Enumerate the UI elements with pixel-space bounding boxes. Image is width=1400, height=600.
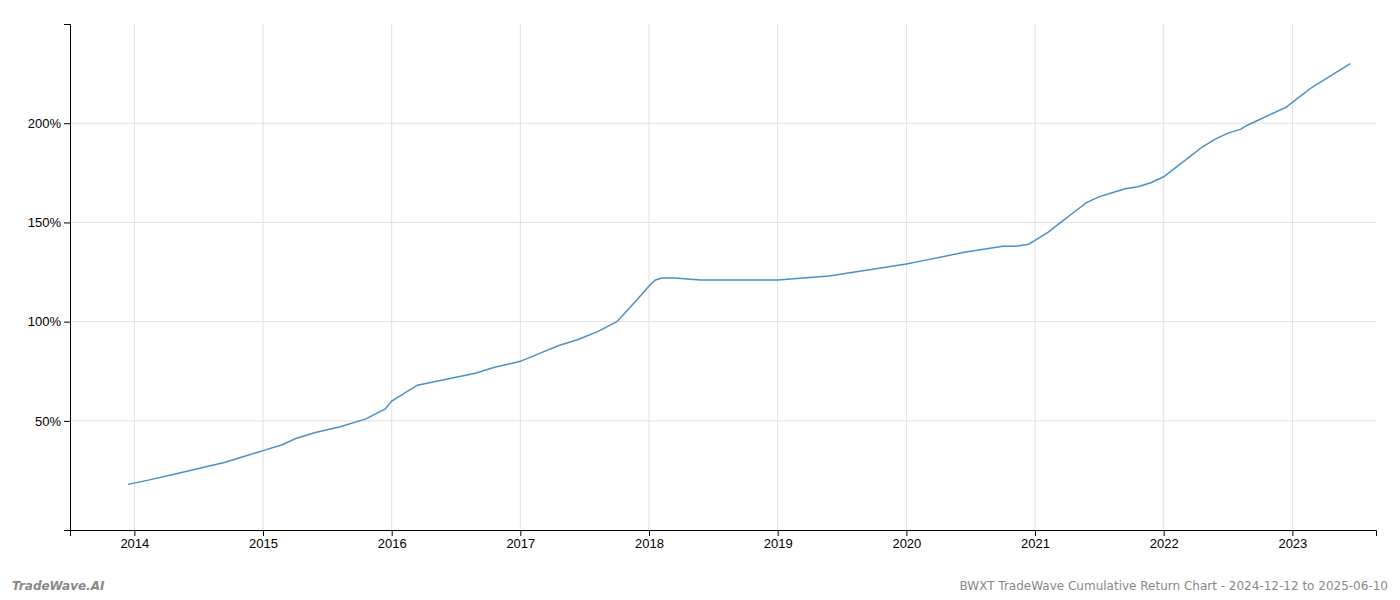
x-tick-mark	[263, 530, 264, 536]
grid-line-y	[70, 222, 1376, 223]
y-tick-mark	[64, 421, 70, 422]
x-tick-label: 2017	[506, 536, 535, 551]
x-tick: 2022	[1150, 530, 1179, 551]
x-tick: 2023	[1278, 530, 1307, 551]
y-tick: 150%	[28, 215, 70, 230]
x-tick-mark	[134, 530, 135, 536]
x-tick-mark	[392, 530, 393, 536]
x-tick-mark	[1035, 530, 1036, 536]
x-tick: 2016	[378, 530, 407, 551]
grid-line-x	[1035, 24, 1036, 530]
x-tick: 2015	[249, 530, 278, 551]
x-tick-mark	[520, 530, 521, 536]
x-tick: 2018	[635, 530, 664, 551]
y-axis-line	[64, 25, 71, 531]
x-axis: 2014 2015 2016 2017 2018 2019 2020 2021 2022 2023	[71, 530, 1377, 551]
grid-line-y	[70, 420, 1376, 421]
x-tick-mark	[1164, 530, 1165, 536]
x-tick-label: 2022	[1150, 536, 1179, 551]
x-tick-label: 2014	[120, 536, 149, 551]
x-tick-mark	[906, 530, 907, 536]
plot-area	[128, 64, 1350, 485]
grid-line-x	[1292, 24, 1293, 530]
x-tick-label: 2016	[378, 536, 407, 551]
grid-line-y	[70, 123, 1376, 124]
watermark: TradeWave.AI	[12, 579, 105, 593]
x-tick-label: 2015	[249, 536, 278, 551]
title: BWXT TradeWave Cumulative Return Chart -…	[960, 579, 1388, 593]
x-tick-mark	[1292, 530, 1293, 536]
grid-line-x	[520, 24, 521, 530]
x-tick-label: 2023	[1278, 536, 1307, 551]
grid-line-x	[649, 24, 650, 530]
y-tick: 50%	[35, 414, 70, 429]
grid	[70, 24, 1376, 530]
x-tick: 2014	[120, 530, 149, 551]
grid-line-x	[1163, 24, 1164, 530]
line	[128, 64, 1350, 485]
x-tick-label: 2021	[1021, 536, 1050, 551]
grid-line-x	[134, 24, 135, 530]
grid-line-x	[906, 24, 907, 530]
y-tick-label: 150%	[28, 215, 62, 230]
x-tick-mark	[649, 530, 650, 536]
x-tick: 2021	[1021, 530, 1050, 551]
x-tick: 2017	[506, 530, 535, 551]
grid-line-x	[263, 24, 264, 530]
grid-line-x	[391, 24, 392, 530]
y-tick-mark	[64, 123, 70, 124]
x-tick-mark	[778, 530, 779, 536]
x-tick: 2019	[764, 530, 793, 551]
x-axis-line	[71, 531, 1377, 537]
y-tick-mark	[64, 322, 70, 323]
x-tick-label: 2018	[635, 536, 664, 551]
y-tick-label: 50%	[35, 414, 61, 429]
grid-line-y	[70, 321, 1376, 322]
y-tick-label: 100%	[28, 314, 62, 329]
y-tick: 100%	[28, 314, 70, 329]
x-tick-label: 2019	[764, 536, 793, 551]
x-tick: 2020	[892, 530, 921, 551]
y-tick-label: 200%	[28, 116, 62, 131]
x-tick-label: 2020	[892, 536, 921, 551]
y-axis: 50% 100% 150% 200%	[28, 25, 71, 531]
y-tick-mark	[64, 222, 70, 223]
y-tick: 200%	[28, 116, 70, 131]
chart: 2014 2015 2016 2017 2018 2019 2020 2021 2022 2023…	[0, 0, 1400, 600]
grid-line-x	[777, 24, 778, 530]
